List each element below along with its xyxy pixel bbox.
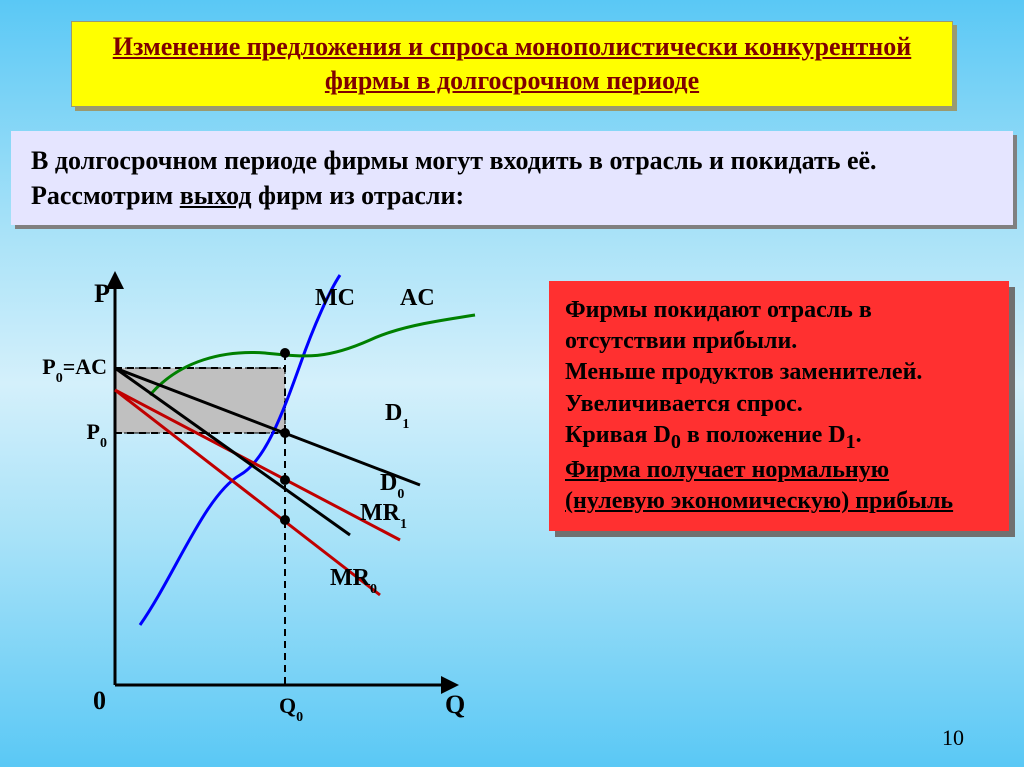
svg-text:MC: MC [315, 285, 355, 311]
svg-text:MR1: MR1 [360, 500, 407, 532]
svg-text:MR0: MR0 [330, 565, 377, 597]
svg-text:D0: D0 [380, 470, 404, 502]
svg-text:AC: AC [400, 285, 435, 311]
svg-text:D1: D1 [385, 400, 409, 432]
red-line-3: Увеличивается спрос. [565, 389, 993, 420]
svg-text:Q0: Q0 [279, 693, 303, 725]
svg-text:P: P [94, 279, 110, 308]
title-text: Изменение предложения и спроса монополис… [113, 32, 912, 95]
explanation-box: Фирмы покидают отрасль в отсутствии приб… [549, 281, 1009, 531]
svg-text:0: 0 [93, 686, 106, 715]
intro-box: В долгосрочном периоде фирмы могут входи… [11, 131, 1013, 225]
red-line-4: Кривая D0 в положение D1. [565, 420, 993, 455]
svg-text:P0=AC: P0=AC [42, 354, 107, 386]
economics-chart: PQ0MCACD1D0MR1MR0P0=ACP0Q0 [30, 265, 530, 745]
red-line-1: Фирмы покидают отрасль в отсутствии приб… [565, 295, 993, 357]
svg-text:P0: P0 [87, 419, 107, 451]
red-line-2: Меньше продуктов заменителей. [565, 357, 993, 388]
title-box: Изменение предложения и спроса монополис… [71, 21, 953, 107]
svg-text:Q: Q [445, 690, 465, 719]
intro-suffix: фирм из отрасли: [252, 181, 465, 210]
red-line-5: Фирма получает нормальную (нулевую эконо… [565, 455, 993, 517]
page-number: 10 [942, 725, 964, 751]
intro-underlined: выход [180, 181, 252, 210]
